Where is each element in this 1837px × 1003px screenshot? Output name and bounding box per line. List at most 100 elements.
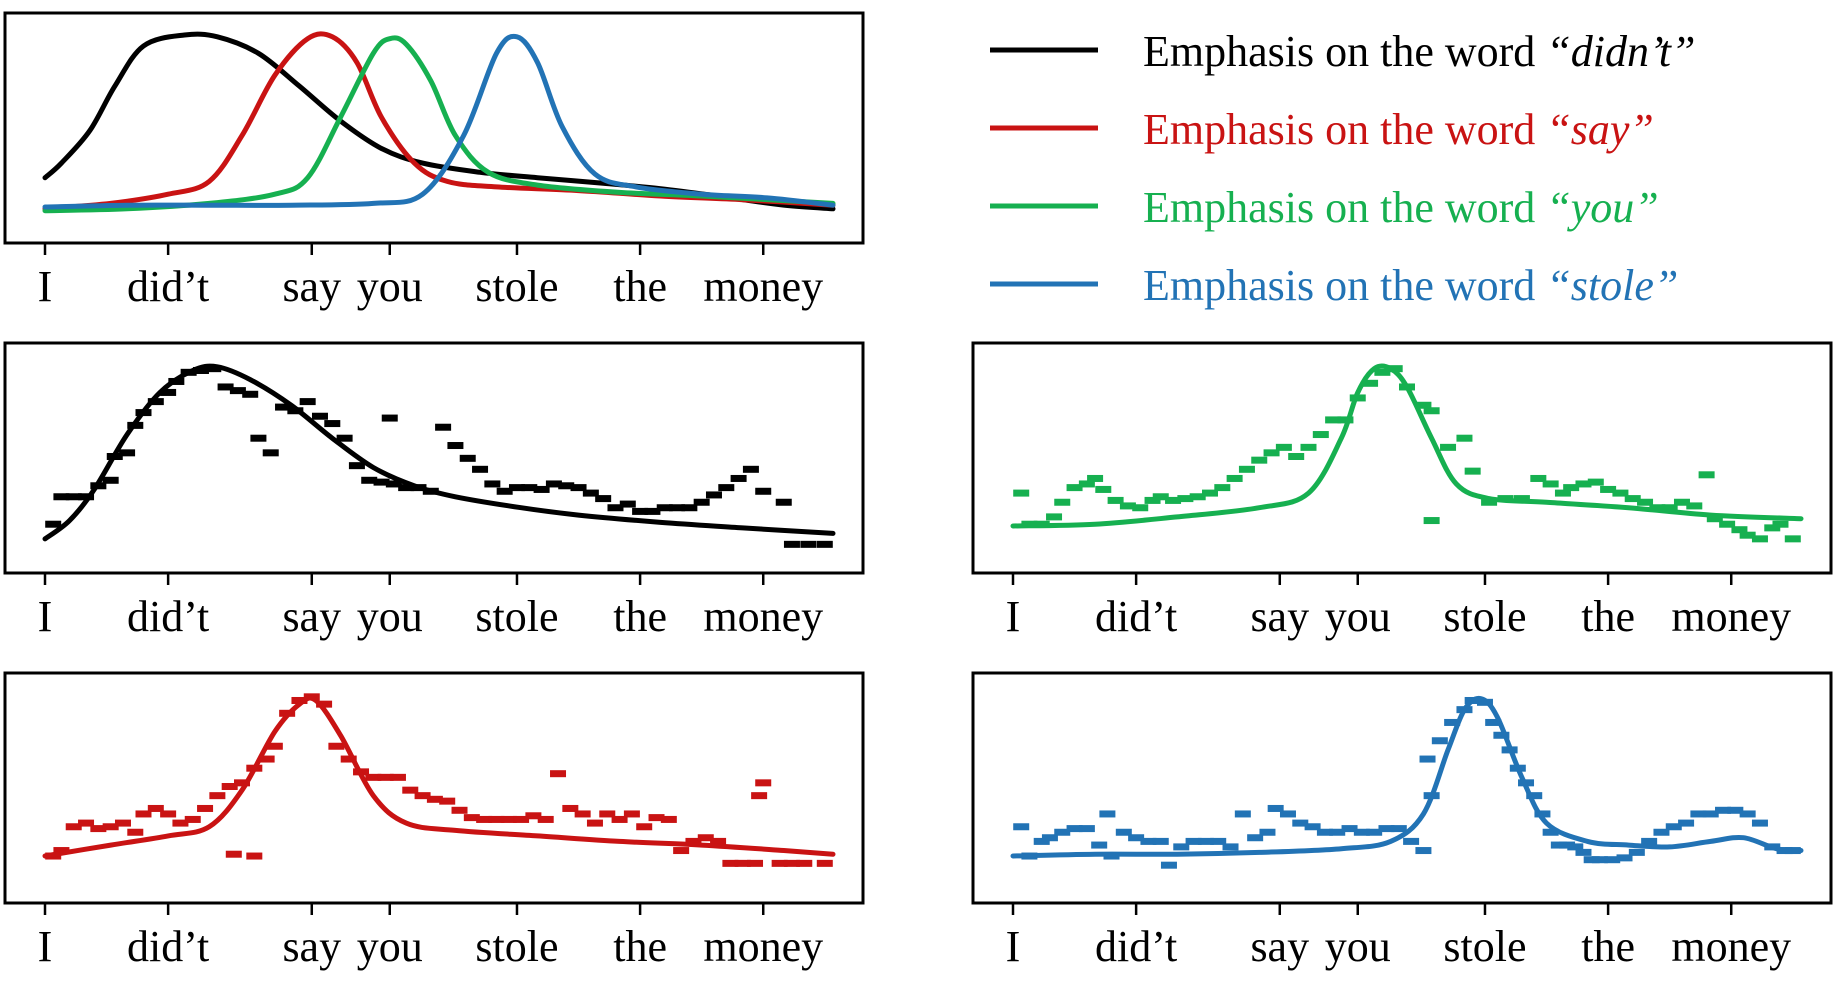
data-point-marker <box>414 792 431 800</box>
data-point-marker <box>1066 484 1083 492</box>
data-point-marker <box>722 859 739 867</box>
plot-frame <box>3 341 865 575</box>
data-point-marker <box>648 814 665 822</box>
data-point-marker <box>1066 825 1083 833</box>
data-point-marker <box>1591 856 1608 864</box>
data-point-marker <box>693 498 710 506</box>
data-point-marker <box>389 773 406 781</box>
data-point-marker <box>242 390 259 398</box>
data-point-marker <box>1559 841 1576 849</box>
data-point-marker <box>1013 823 1030 831</box>
data-point-marker <box>275 403 292 411</box>
data-point-marker <box>1485 718 1502 726</box>
x-tick-label: I <box>38 592 53 641</box>
data-point-marker <box>1567 843 1584 851</box>
data-point-marker <box>800 540 817 548</box>
x-tick-label: money <box>703 592 823 641</box>
data-points <box>1013 365 1801 543</box>
data-point-marker <box>1604 856 1621 864</box>
data-point-marker <box>1440 443 1457 451</box>
x-tick-label: you <box>357 922 423 971</box>
data-point-marker <box>102 476 119 484</box>
data-point-marker <box>1374 368 1391 376</box>
x-tick-label: say <box>1250 592 1309 641</box>
data-point-marker <box>1095 485 1112 493</box>
series-line <box>42 363 836 542</box>
x-tick-label: you <box>357 592 423 641</box>
legend-emphasis-word: “didn’t” <box>1546 27 1695 76</box>
data-point-marker <box>623 810 640 818</box>
data-point-marker <box>1415 401 1432 409</box>
data-point-marker <box>755 487 772 495</box>
series-line <box>42 31 836 212</box>
data-point-marker <box>1751 819 1768 827</box>
data-point-marker <box>1238 465 1255 473</box>
data-point-marker <box>1054 828 1071 836</box>
data-point-marker <box>751 792 768 800</box>
data-point-marker <box>742 465 759 473</box>
series-line <box>1010 363 1804 529</box>
legend-label-text: Emphasis on the word <box>1143 27 1546 76</box>
data-point-marker <box>217 383 234 391</box>
data-point-marker <box>1423 407 1440 415</box>
legend-label-text: Emphasis on the word <box>1143 261 1546 310</box>
data-point-marker <box>1628 848 1645 856</box>
data-point-marker <box>1033 837 1050 845</box>
legend-label-text: Emphasis on the word <box>1143 105 1546 154</box>
data-point-marker <box>1563 484 1580 492</box>
data-point-marker <box>147 804 164 812</box>
data-point-marker <box>1534 810 1551 818</box>
data-point-marker <box>1715 806 1732 814</box>
data-point-marker <box>160 388 177 396</box>
data-point-marker <box>1554 489 1571 497</box>
data-point-marker <box>545 480 562 488</box>
data-point-marker <box>1690 810 1707 818</box>
data-point-marker <box>697 834 714 842</box>
plot-frame <box>3 11 865 245</box>
data-point-marker <box>1304 823 1321 831</box>
data-point-marker <box>550 770 567 778</box>
data-point-marker <box>1288 453 1305 460</box>
data-point-marker <box>1431 737 1448 745</box>
data-point-marker <box>521 484 538 492</box>
legend-item: Emphasis on the word “say” <box>990 105 1654 154</box>
data-point-marker <box>607 504 624 512</box>
data-point-marker <box>1329 828 1346 836</box>
data-point-marker <box>1247 834 1264 842</box>
data-point-marker <box>1202 489 1218 497</box>
data-point-marker <box>53 847 70 855</box>
legend-label: Emphasis on the word “you” <box>1143 183 1659 232</box>
data-point-marker <box>324 420 341 428</box>
data-point-marker <box>1390 825 1407 833</box>
data-point-marker <box>209 792 226 800</box>
data-point-marker <box>656 504 673 512</box>
data-point-marker <box>775 498 792 506</box>
data-point-marker <box>1177 495 1194 503</box>
data-point-marker <box>755 779 772 787</box>
data-point-marker <box>1784 535 1801 543</box>
x-tick-label: stole <box>475 922 558 971</box>
x-tick-label: the <box>613 592 667 641</box>
data-point-marker <box>660 815 677 823</box>
data-point-marker <box>783 540 800 548</box>
data-point-marker <box>1041 834 1058 842</box>
data-point-marker <box>1575 480 1592 488</box>
data-point-marker <box>1087 474 1104 482</box>
data-point-marker <box>1259 828 1276 836</box>
data-point-marker <box>250 434 267 442</box>
data-point-marker <box>1046 513 1063 521</box>
data-point-marker <box>1366 828 1383 836</box>
data-point-marker <box>1197 837 1214 845</box>
data-point-marker <box>1751 535 1768 543</box>
data-point-marker <box>771 859 788 867</box>
data-point-marker <box>1054 498 1071 506</box>
data-point-marker <box>1234 810 1251 818</box>
legend-item: Emphasis on the word “didn’t” <box>990 27 1695 76</box>
data-point-marker <box>747 859 764 867</box>
data-point-marker <box>435 423 452 431</box>
data-point-marker <box>1493 731 1510 739</box>
x-tick-label: say <box>282 592 341 641</box>
data-point-marker <box>135 810 152 818</box>
